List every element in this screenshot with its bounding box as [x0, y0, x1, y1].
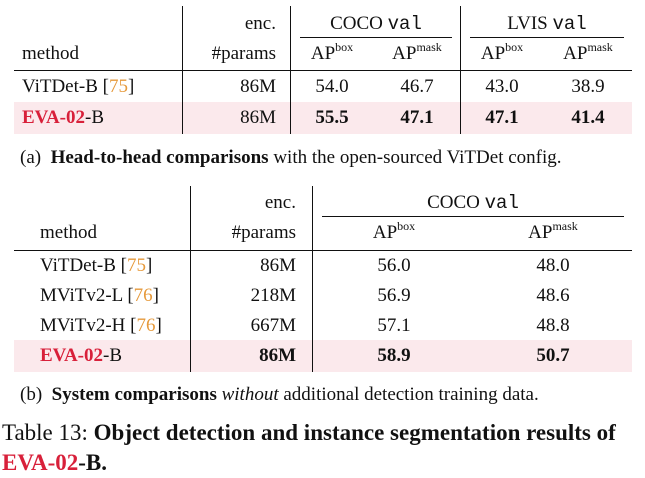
table-a-enc-label: enc. — [244, 13, 276, 34]
table-b-row-3-mask: 48.8 — [536, 315, 570, 336]
table-a-row-2-lvis-box: 47.1 — [485, 107, 519, 128]
table-b-caption: (b) System comparisons without additiona… — [20, 384, 539, 405]
table-b-enc-label: enc. — [264, 192, 296, 213]
table-b-row-3-box: 57.1 — [377, 315, 411, 336]
table-a-lvis-header: LVIS val — [507, 13, 587, 35]
table-b-row-2-method: MViTv2-L [76] — [40, 285, 159, 306]
table-a-row-1-lvis-mask: 38.9 — [571, 76, 605, 97]
table-a-row-2-coco-mask: 47.1 — [400, 107, 434, 128]
table-a-row-2-coco-box: 55.5 — [315, 107, 349, 128]
table-b-apbox-header: APbox — [372, 219, 416, 243]
table-a-lvis-underline — [470, 37, 624, 38]
table-a-row-2-lvis-mask: 41.4 — [571, 107, 605, 128]
table-a-coco-underline — [300, 37, 452, 38]
table-a-row-2-method: EVA-02-B — [22, 107, 104, 128]
table-a-row-1-coco-mask: 46.7 — [400, 76, 434, 97]
table-b-highlight-row — [14, 340, 632, 372]
table-b-vrule-1 — [190, 186, 191, 372]
table-b-row-1-params: 86M — [260, 255, 296, 276]
table-b-coco-header: COCO val — [427, 192, 519, 214]
table-b-row-1-method: ViTDet-B [75] — [40, 255, 153, 276]
table-a-caption: (a) Head-to-head comparisons with the op… — [20, 147, 562, 168]
table-a-row-1-coco-box: 54.0 — [315, 76, 349, 97]
table-b-row-2-box: 56.9 — [377, 285, 411, 306]
table-b-row-4-box: 58.9 — [377, 345, 411, 366]
table-a-row-2-params: 86M — [240, 107, 276, 128]
table-b-row-4-params: 86M — [259, 345, 296, 366]
table-b-row-2-mask: 48.6 — [536, 285, 570, 306]
table-b-row-1-box: 56.0 — [377, 255, 411, 276]
table-b-row-2-params: 218M — [250, 285, 296, 306]
table-b-params-header: #params — [231, 222, 296, 243]
table-b-coco-underline — [322, 216, 624, 217]
table-b-row-4-method: EVA-02-B — [40, 345, 122, 366]
table-caption: Table 13: Object detection and instance … — [2, 420, 616, 475]
table-b-method-header: method — [40, 222, 97, 243]
table-a-header-rule — [14, 70, 632, 71]
table-a-coco-header: COCO val — [330, 13, 422, 35]
table-a-method-header: method — [22, 43, 79, 64]
table-a-lvis-apmask-header: APmask — [563, 40, 613, 64]
table-a-highlight-row — [14, 102, 632, 134]
table-b-row-4-mask: 50.7 — [536, 345, 570, 366]
table-a-lvis-apbox-header: APbox — [480, 40, 524, 64]
table-b-vrule-2 — [312, 186, 313, 372]
table-a-coco-apmask-header: APmask — [392, 40, 442, 64]
table-b-row-3-params: 667M — [250, 315, 296, 336]
table-a-row-1-lvis-box: 43.0 — [485, 76, 519, 97]
table-a-row-1-method: ViTDet-B [75] — [22, 76, 135, 97]
table-b-row-1-mask: 48.0 — [536, 255, 570, 276]
table-a-params-header: #params — [211, 43, 276, 64]
table-a-coco-apbox-header: APbox — [310, 40, 354, 64]
table-b-row-3-method: MViTv2-H [76] — [40, 315, 162, 336]
table-b-header-rule — [14, 250, 632, 251]
table-b-apmask-header: APmask — [528, 219, 578, 243]
table-a-row-1-params: 86M — [240, 76, 276, 97]
